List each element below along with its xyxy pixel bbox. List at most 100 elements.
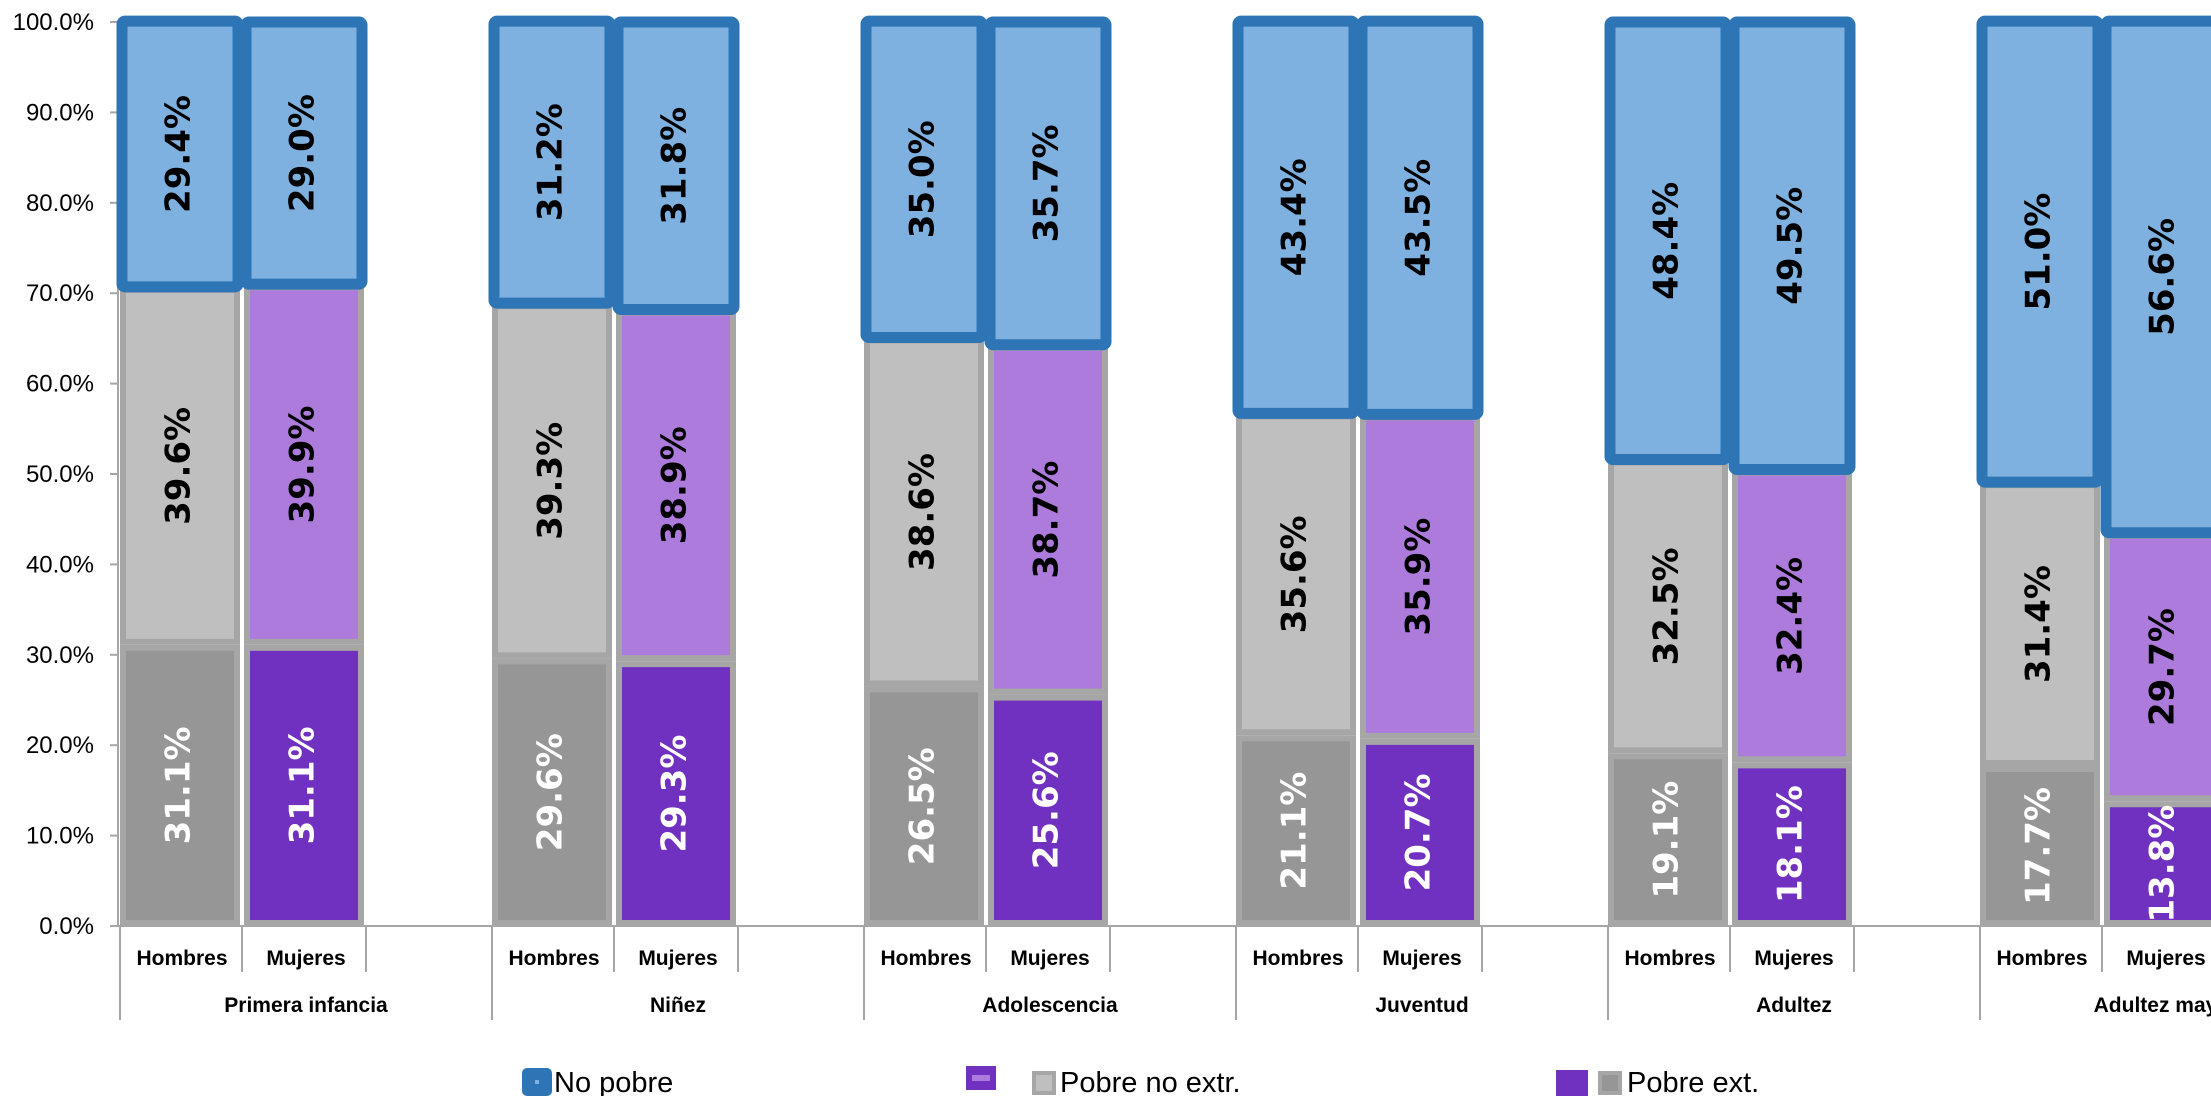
y-tick-label: 50.0% xyxy=(26,461,94,488)
segment-value-label: 17.7% xyxy=(2019,787,2059,905)
group-label: Adultez mayor xyxy=(2094,994,2211,1017)
y-tick-label: 40.0% xyxy=(26,551,94,578)
bar-segment-pobre-ext xyxy=(498,664,606,920)
segment-value-label: 51.0% xyxy=(2019,193,2059,311)
segment-value-label: 43.5% xyxy=(1399,159,1439,277)
category-label: Mujeres xyxy=(1754,947,1833,970)
bar-segment-pobre-no-extr xyxy=(1366,420,1474,733)
segment-value-label: 35.0% xyxy=(903,120,943,238)
segment-value-label: 31.1% xyxy=(159,726,199,844)
category-label: Hombres xyxy=(1252,947,1343,970)
bar-group: 17.7% 31.4% 51.0% 13.8% 29.7% 56.6% xyxy=(1976,15,2211,926)
group-label: Adultez xyxy=(1756,994,1832,1017)
bar-segment-no-pobre xyxy=(488,15,616,309)
category-label: Mujeres xyxy=(1010,947,1089,970)
segment-value-label: 29.6% xyxy=(531,733,571,851)
category-label: Hombres xyxy=(880,947,971,970)
segment-value-label: 38.6% xyxy=(903,453,943,571)
segment-value-label: 19.1% xyxy=(1647,781,1687,899)
category-label: Hombres xyxy=(1996,947,2087,970)
segment-value-label: 39.6% xyxy=(159,407,199,525)
bar-segment-pobre-no-extr xyxy=(870,343,978,681)
y-tick-label: 70.0% xyxy=(26,280,94,307)
segment-value-label: 39.3% xyxy=(531,422,571,540)
y-tick-label: 20.0% xyxy=(26,732,94,759)
segment-value-label: 32.5% xyxy=(1647,547,1687,665)
segment-value-label: 18.1% xyxy=(1771,785,1811,903)
group-label: Adolescencia xyxy=(982,994,1118,1017)
bar-group: 31.1% 39.6% 29.4% 31.1% 39.9% 29.0% xyxy=(116,15,368,926)
legend-label: Pobre ext. xyxy=(1627,1067,1759,1096)
y-tick-label: 60.0% xyxy=(26,371,94,398)
swatch-dot-icon xyxy=(535,1080,539,1084)
bar-segment-pobre-ext xyxy=(994,700,1102,920)
y-tick-label: 0.0% xyxy=(39,913,94,940)
category-label: Mujeres xyxy=(266,947,345,970)
category-label: Hombres xyxy=(508,947,599,970)
bar-segment-pobre-ext xyxy=(1738,768,1846,920)
bar-segment-pobre-ext xyxy=(870,692,978,920)
bar-segment-pobre-no-extr xyxy=(250,290,358,639)
bar-segment-no-pobre xyxy=(1356,15,1484,420)
bar-group: 29.6% 39.3% 31.2% 29.3% 38.9% 31.8% xyxy=(488,15,740,926)
bar-segment-pobre-ext xyxy=(1614,759,1722,920)
swatch-inner-icon xyxy=(1602,1075,1618,1091)
group-label: Primera infancia xyxy=(224,994,388,1017)
bar-segment-pobre-ext xyxy=(1242,741,1350,920)
group-label: Juventud xyxy=(1375,994,1468,1017)
swatch-inner-icon xyxy=(1036,1075,1052,1091)
bar-segment-no-pobre xyxy=(1232,15,1360,419)
bar-segment-pobre-no-extr xyxy=(622,315,730,656)
category-label: Hombres xyxy=(136,947,227,970)
segment-value-label: 49.5% xyxy=(1771,187,1811,305)
segment-value-label: 29.0% xyxy=(283,94,323,212)
segment-value-label: 56.6% xyxy=(2143,218,2183,336)
bar-segment-pobre-no-extr xyxy=(1986,488,2094,760)
bar-segment-pobre-ext xyxy=(622,667,730,920)
bar-group: 19.1% 32.5% 48.4% 18.1% 32.4% 49.5% xyxy=(1604,16,1856,926)
bar-segment-no-pobre xyxy=(612,16,740,315)
segment-value-label: 39.9% xyxy=(283,406,323,524)
legend-item-pobre-no-extr: Pobre no extr. xyxy=(966,1066,1241,1096)
y-tick-label: 90.0% xyxy=(26,99,94,126)
segment-value-label: 29.4% xyxy=(159,95,199,213)
bar-segment-pobre-ext xyxy=(1366,744,1474,920)
purple-dark-swatch-icon xyxy=(1556,1070,1588,1096)
segment-value-label: 31.2% xyxy=(531,103,571,221)
legend-label: No pobre xyxy=(554,1067,673,1096)
segment-value-label: 26.5% xyxy=(903,747,943,865)
bar-segment-no-pobre xyxy=(984,16,1112,351)
segment-value-label: 35.7% xyxy=(1027,124,1067,242)
bar-segment-pobre-no-extr xyxy=(126,292,234,639)
swatch-inner-icon xyxy=(972,1075,990,1081)
bar-segment-no-pobre xyxy=(1728,16,1856,475)
category-label: Mujeres xyxy=(638,947,717,970)
bar-segment-pobre-no-extr xyxy=(1614,465,1722,748)
segment-value-label: 38.9% xyxy=(655,426,695,544)
legend-item-pobre-ext: Pobre ext. xyxy=(1556,1067,1759,1096)
y-tick-label: 10.0% xyxy=(26,823,94,850)
bar-segment-pobre-ext xyxy=(2110,807,2211,920)
segment-value-label: 25.6% xyxy=(1027,751,1067,869)
category-label: Mujeres xyxy=(2126,947,2205,970)
bar-segment-pobre-no-extr xyxy=(1738,475,1846,757)
bar-segment-no-pobre xyxy=(1604,16,1732,466)
bar-segment-pobre-no-extr xyxy=(994,350,1102,689)
bar-segment-no-pobre xyxy=(116,15,244,293)
bar-segment-pobre-ext xyxy=(250,650,358,920)
segment-value-label: 31.4% xyxy=(2019,565,2059,683)
group-label: Niñez xyxy=(650,994,706,1017)
bar-segment-pobre-no-extr xyxy=(498,309,606,653)
bar-segment-pobre-ext xyxy=(126,650,234,920)
y-tick-label: 100.0% xyxy=(13,9,94,36)
segment-value-label: 35.9% xyxy=(1399,518,1439,636)
segment-value-label: 48.4% xyxy=(1647,182,1687,300)
category-label: Hombres xyxy=(1624,947,1715,970)
segment-value-label: 29.7% xyxy=(2143,608,2183,726)
segment-value-label: 43.4% xyxy=(1275,158,1315,276)
segment-value-label: 29.3% xyxy=(655,735,695,853)
segment-value-label: 38.7% xyxy=(1027,461,1067,579)
bar-group: 26.5% 38.6% 35.0% 25.6% 38.7% 35.7% xyxy=(860,15,1112,926)
y-tick-label: 30.0% xyxy=(26,642,94,669)
